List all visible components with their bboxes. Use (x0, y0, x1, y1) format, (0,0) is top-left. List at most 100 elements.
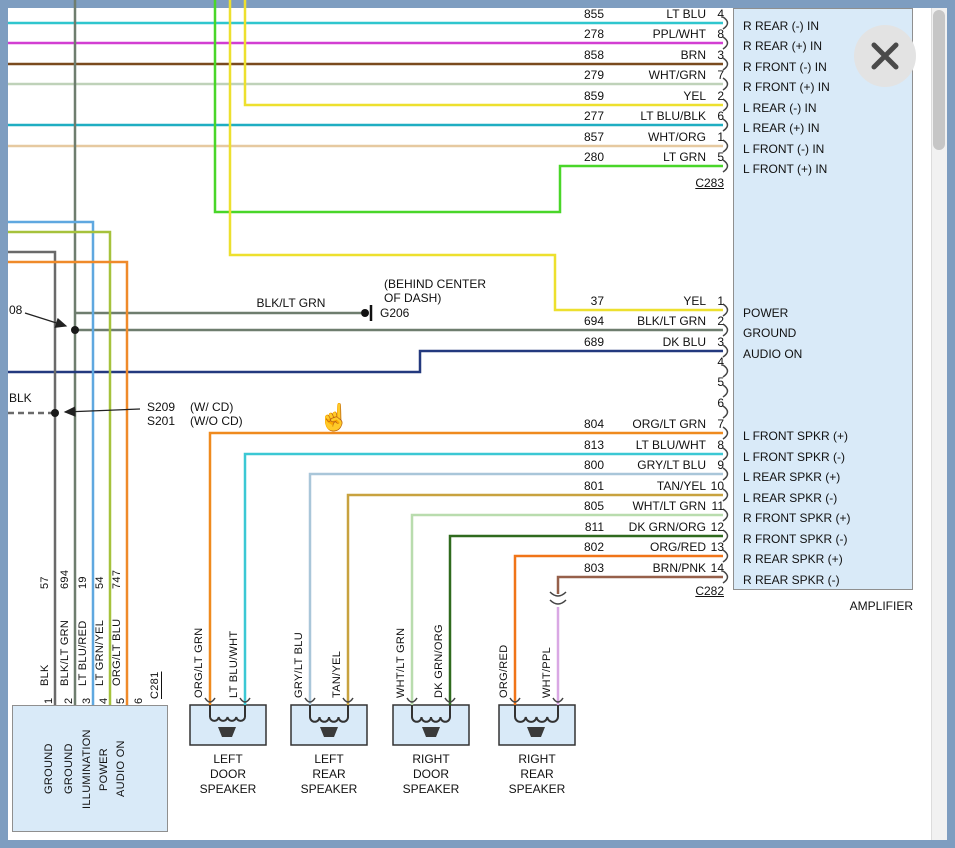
wire-color-label: WHT/LT GRN (632, 499, 706, 513)
connector-label-c283: C283 (695, 176, 724, 190)
pin-number: 2 (717, 89, 724, 103)
pin-number: 13 (710, 540, 724, 554)
pin-number-vertical: 1 (43, 697, 55, 704)
amplifier-box (733, 8, 913, 590)
pin-number: 11 (711, 499, 724, 513)
connector-c281-box (12, 705, 168, 832)
pin-number: 9 (717, 458, 724, 472)
pin-number: 7 (717, 417, 724, 431)
amplifier-title: AMPLIFIER (849, 599, 913, 613)
amp-pin-function: L REAR (+) IN (743, 121, 820, 135)
wire-color-label-vertical: GRY/LT BLU (293, 632, 305, 698)
amp-pin-function: R FRONT SPKR (-) (743, 532, 848, 546)
speaker-name: RIGHT REAR SPEAKER (508, 752, 566, 796)
pin-number: 1 (717, 130, 724, 144)
circuit-label: 805 (583, 499, 604, 513)
connector-pin-function: ILLUMINATION (81, 729, 93, 809)
pin-number: 5 (717, 375, 724, 389)
connector-pin-function: GROUND (63, 743, 75, 795)
amp-pin-function: L REAR SPKR (-) (743, 491, 838, 505)
pin-number: 10 (710, 479, 724, 493)
cursor-icon: ☝ (318, 402, 351, 432)
circuit-label-vertical: 747 (111, 569, 123, 589)
splice-label-partial: 08 (9, 303, 23, 317)
circuit-label: 802 (583, 540, 604, 554)
wire-color-label: YEL (683, 89, 706, 103)
circuit-label: 800 (583, 458, 604, 472)
close-icon (871, 42, 899, 70)
circuit-label: 857 (583, 130, 604, 144)
wire-color-label: LT BLU/BLK (640, 109, 706, 123)
pin-number: 8 (717, 438, 724, 452)
circuit-label: 813 (583, 438, 604, 452)
wire-color-label-vertical: LT GRN/YEL (94, 619, 106, 686)
wire-color-label-vertical: LT BLU/RED (77, 620, 89, 686)
wire-color-label-vertical: WHT/LT GRN (395, 627, 407, 698)
pin-number: 1 (717, 294, 724, 308)
amp-pin-function: POWER (743, 306, 789, 320)
scrollbar-track[interactable] (931, 8, 947, 840)
connector-pin-function: AUDIO ON (115, 740, 127, 798)
connector-pin-function: GROUND (43, 743, 55, 795)
pin-number-vertical: 5 (115, 697, 127, 704)
wire-color-label: YEL (683, 294, 706, 308)
circuit-label: 278 (583, 27, 604, 41)
circuit-label-vertical: 54 (94, 576, 106, 589)
amp-pin-function: L REAR SPKR (+) (743, 470, 841, 484)
amp-pin-function: L FRONT SPKR (-) (743, 450, 846, 464)
scrollbar-thumb[interactable] (933, 10, 945, 150)
wire-color-label: BLK (9, 391, 32, 405)
pin-number-vertical: 4 (98, 697, 110, 704)
circuit-label: 855 (583, 7, 604, 21)
wire-color-label-vertical: ORG/LT GRN (193, 627, 205, 698)
wire-color-label: DK BLU (662, 335, 706, 349)
pin-number-vertical: 6 (133, 697, 145, 704)
wire-color-label: LT BLU/WHT (635, 438, 706, 452)
close-button[interactable] (854, 25, 916, 87)
circuit-label: 811 (584, 520, 604, 534)
amp-pin-function: R FRONT SPKR (+) (743, 511, 851, 525)
amp-pin-function: R REAR SPKR (+) (743, 552, 843, 566)
circuit-label: 804 (583, 417, 604, 431)
circuit-label-vertical: 19 (77, 576, 89, 589)
wire-color-label-vertical: DK GRN/ORG (433, 624, 445, 698)
pin-number: 8 (717, 27, 724, 41)
circuit-label: 37 (590, 294, 604, 308)
amp-pin-function: R REAR SPKR (-) (743, 573, 840, 587)
connector-label-c281: C281 (149, 671, 161, 700)
splice-note-s201: (W/O CD) (190, 414, 243, 428)
wire-color-label: LT GRN (663, 150, 706, 164)
amp-pin-function: R FRONT (+) IN (743, 80, 830, 94)
pin-number-vertical: 3 (81, 697, 93, 704)
splice-label-s201: S201 (147, 414, 176, 428)
wire-color-label: ORG/LT GRN (632, 417, 706, 431)
circuit-label: 279 (583, 68, 604, 82)
wire-color-label: WHT/ORG (648, 130, 706, 144)
circuit-label: 859 (583, 89, 604, 103)
wire-color-label-vertical: BLK/LT GRN (59, 619, 71, 686)
circuit-label: 858 (583, 48, 604, 62)
amp-pin-function: R FRONT (-) IN (743, 60, 827, 74)
amp-pin-function: GROUND (743, 326, 797, 340)
pin-number: 5 (717, 150, 724, 164)
wire-color-label: BRN/PNK (652, 561, 706, 575)
wire-color-label: PPL/WHT (652, 27, 706, 41)
speaker-name: LEFT DOOR SPEAKER (199, 752, 257, 796)
circuit-label: 280 (583, 150, 604, 164)
speaker-name: RIGHT DOOR SPEAKER (402, 752, 460, 796)
circuit-label: 277 (583, 109, 604, 123)
wire-color-label-vertical: ORG/RED (498, 644, 510, 698)
amp-pin-function: L REAR (-) IN (743, 101, 817, 115)
circuit-label: 801 (583, 479, 604, 493)
pin-number: 2 (717, 314, 724, 328)
circuit-label-vertical: 694 (59, 569, 71, 589)
amp-pin-function: AUDIO ON (743, 347, 803, 361)
pin-number: 3 (717, 335, 724, 349)
pin-number: 6 (717, 396, 724, 410)
wire-color-label-vertical: LT BLU/WHT (228, 630, 240, 698)
wire-color-label: BRN (680, 48, 706, 62)
wire-color-label-vertical: ORG/LT BLU (111, 618, 123, 686)
wire-color-label-vertical: WHT/PPL (541, 647, 553, 698)
pin-number: 4 (717, 7, 724, 21)
